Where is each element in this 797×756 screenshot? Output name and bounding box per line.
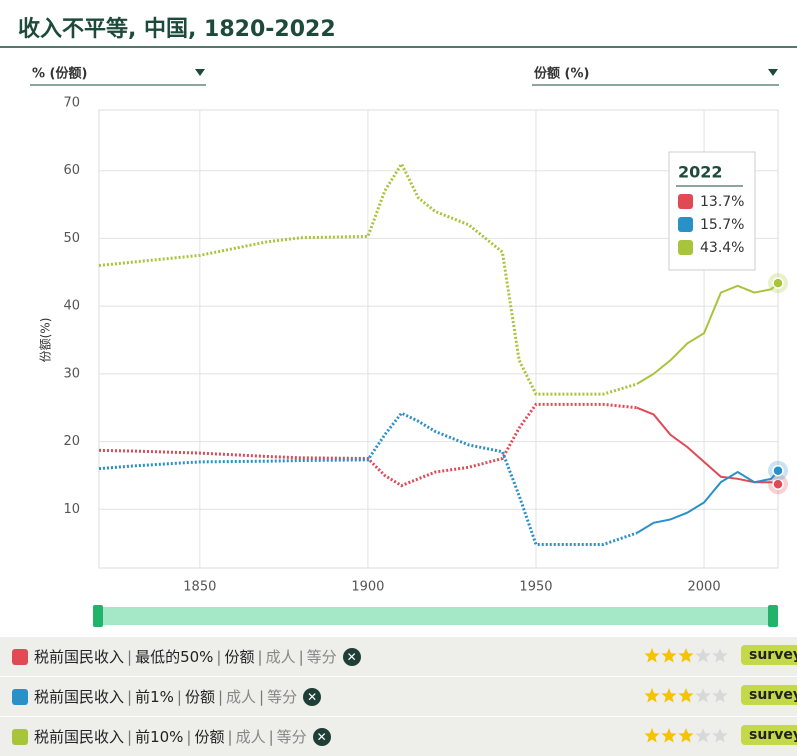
y-tick-label: 30 xyxy=(63,366,80,381)
series-line xyxy=(636,470,779,534)
row-text: | xyxy=(217,687,224,706)
rating-star xyxy=(712,728,728,743)
series-line-estimated xyxy=(98,402,637,488)
chart: 收入不平等, 中国, 1820-2022 % (份额) 份额 (%) 份额(%)… xyxy=(0,16,797,627)
y-tick-label: 50 xyxy=(63,231,80,246)
y-axis-label: 份额(%) xyxy=(39,318,53,363)
row-text: | xyxy=(127,727,133,746)
rating-star xyxy=(661,728,677,743)
row-text: 份额 xyxy=(184,688,215,706)
row-text: | xyxy=(259,687,265,706)
rating xyxy=(644,648,728,663)
rating-star xyxy=(661,648,677,663)
chart-title: 收入不平等, 中国, 1820-2022 xyxy=(18,16,336,42)
rating-star xyxy=(712,648,728,663)
end-point xyxy=(772,277,784,289)
source-badge: surveys xyxy=(741,685,797,705)
series-line-estimated xyxy=(98,160,638,396)
legend-swatch xyxy=(678,240,693,255)
legend-value: 43.4% xyxy=(700,240,744,256)
y-tick-label: 60 xyxy=(63,163,80,178)
row-text: 税前国民收入 xyxy=(34,728,125,746)
rating-star xyxy=(661,688,677,703)
row-text: | xyxy=(216,647,222,666)
row-text: | xyxy=(257,647,263,666)
row-text: 最低的50% xyxy=(135,648,214,666)
dropdown-label: 份额 (%) xyxy=(534,66,589,82)
row-text: 份额 xyxy=(194,728,225,746)
row-text: 份额 xyxy=(224,648,255,666)
x-tick-label: 1950 xyxy=(519,580,552,595)
row-swatch xyxy=(12,648,28,665)
rating-star xyxy=(678,728,694,743)
rating-star xyxy=(678,648,694,663)
row-swatch xyxy=(12,728,28,745)
row-text: 等分 xyxy=(276,728,307,746)
x-tick-label: 1900 xyxy=(351,580,384,595)
y-tick-label: 70 xyxy=(63,96,80,111)
remove-button[interactable]: ✕ xyxy=(312,727,331,746)
end-point xyxy=(772,478,784,490)
dropdown-arrow xyxy=(195,69,205,76)
rating-star xyxy=(644,728,660,743)
y-tick-label: 10 xyxy=(63,502,80,517)
unit-dropdown[interactable]: % (份额) xyxy=(30,66,206,86)
row-text: 前1% xyxy=(135,688,174,706)
remove-button[interactable]: ✕ xyxy=(303,687,322,706)
series-row[interactable]: 税前国民收入|前10%|份额|成人|等分✕surveys xyxy=(0,716,797,756)
slider-handle[interactable] xyxy=(93,605,103,627)
source-badge: surveys xyxy=(741,725,797,745)
row-text: | xyxy=(227,727,233,746)
row-text: 前10% xyxy=(135,728,184,746)
rating xyxy=(644,728,728,743)
row-text: | xyxy=(298,647,304,666)
y-tick-label: 40 xyxy=(63,299,80,314)
rating-star xyxy=(644,688,660,703)
rating-star xyxy=(695,688,711,703)
plot-frame xyxy=(98,109,779,569)
legend-swatch xyxy=(678,194,693,209)
row-text: 等分 xyxy=(306,648,337,666)
source-badge: surveys xyxy=(741,645,797,665)
legend-swatch xyxy=(678,217,693,232)
row-text: | xyxy=(176,687,182,706)
remove-button[interactable]: ✕ xyxy=(342,647,361,666)
legend: 2022 13.7% 15.7% 43.4% xyxy=(668,151,756,271)
slider-handle[interactable] xyxy=(768,605,778,627)
row-text: | xyxy=(127,687,133,706)
series-row[interactable]: 税前国民收入|前1%|份额|成人|等分✕surveys xyxy=(0,676,797,716)
row-text: 税前国民收入 xyxy=(34,648,125,666)
row-text: | xyxy=(186,727,192,746)
x-tick-label: 2000 xyxy=(688,580,721,595)
series-line xyxy=(636,282,779,385)
series-line-estimated xyxy=(98,411,638,546)
rating xyxy=(644,688,728,703)
row-text: 税前国民收入 xyxy=(34,688,125,706)
x-tick-label: 1850 xyxy=(183,580,216,595)
rating-star xyxy=(695,648,711,663)
row-text: 成人 xyxy=(226,688,257,706)
rating-star xyxy=(712,688,728,703)
row-text: 成人 xyxy=(265,648,296,666)
rating-star xyxy=(644,648,660,663)
series-line xyxy=(636,406,779,486)
row-swatch xyxy=(12,688,28,705)
y-tick-label: 20 xyxy=(63,434,80,449)
measure-dropdown[interactable]: 份额 (%) xyxy=(532,66,779,86)
end-point xyxy=(772,464,784,477)
legend-value: 13.7% xyxy=(700,194,744,210)
legend-value: 15.7% xyxy=(700,217,744,233)
rating-star xyxy=(695,728,711,743)
row-text: | xyxy=(268,727,274,746)
row-text: | xyxy=(127,647,133,666)
dropdown-label: % (份额) xyxy=(32,66,87,82)
row-text: 成人 xyxy=(235,728,266,746)
dropdown-arrow xyxy=(768,69,778,76)
legend-title: 2022 xyxy=(678,163,723,182)
series-row[interactable]: 税前国民收入|最低的50%|份额|成人|等分✕surveys xyxy=(0,636,797,676)
rating-star xyxy=(678,688,694,703)
row-text: 等分 xyxy=(267,688,298,706)
range-slider[interactable] xyxy=(93,607,778,625)
